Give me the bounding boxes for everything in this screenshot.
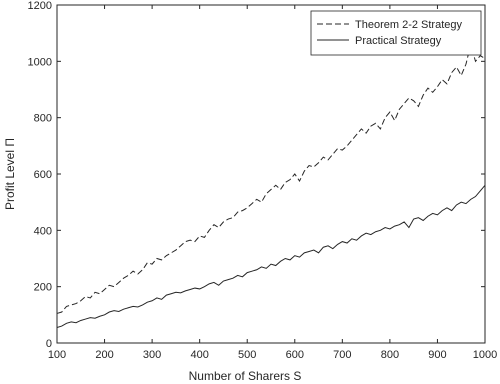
x-tick-label: 100 (48, 349, 66, 361)
y-tick-label: 400 (34, 225, 52, 237)
y-tick-label: 600 (34, 169, 52, 181)
y-tick-label: 1200 (28, 0, 52, 12)
x-tick-label: 500 (238, 349, 256, 361)
legend-box (310, 10, 482, 56)
plot-area (56, 4, 486, 344)
legend-label: Practical Strategy (355, 35, 442, 47)
legend-label: Theorem 2-2 Strategy (355, 19, 462, 31)
x-axis-label: Number of Sharers S (189, 369, 302, 383)
x-tick-label: 900 (428, 349, 446, 361)
line-series (56, 184, 486, 328)
y-tick-label: 200 (34, 282, 52, 294)
x-tick-label: 600 (286, 349, 304, 361)
y-tick-label: 1000 (28, 56, 52, 68)
x-tick-label: 800 (381, 349, 399, 361)
x-tick-label: 200 (95, 349, 113, 361)
x-tick-label: 700 (333, 349, 351, 361)
line-series (56, 42, 486, 314)
x-tick-label: 300 (143, 349, 161, 361)
x-tick-label: 1000 (473, 349, 497, 361)
y-tick-label: 0 (46, 338, 52, 350)
y-tick-label: 800 (34, 113, 52, 125)
y-axis-label: Profit Level Π (3, 138, 17, 210)
x-tick-label: 400 (190, 349, 208, 361)
